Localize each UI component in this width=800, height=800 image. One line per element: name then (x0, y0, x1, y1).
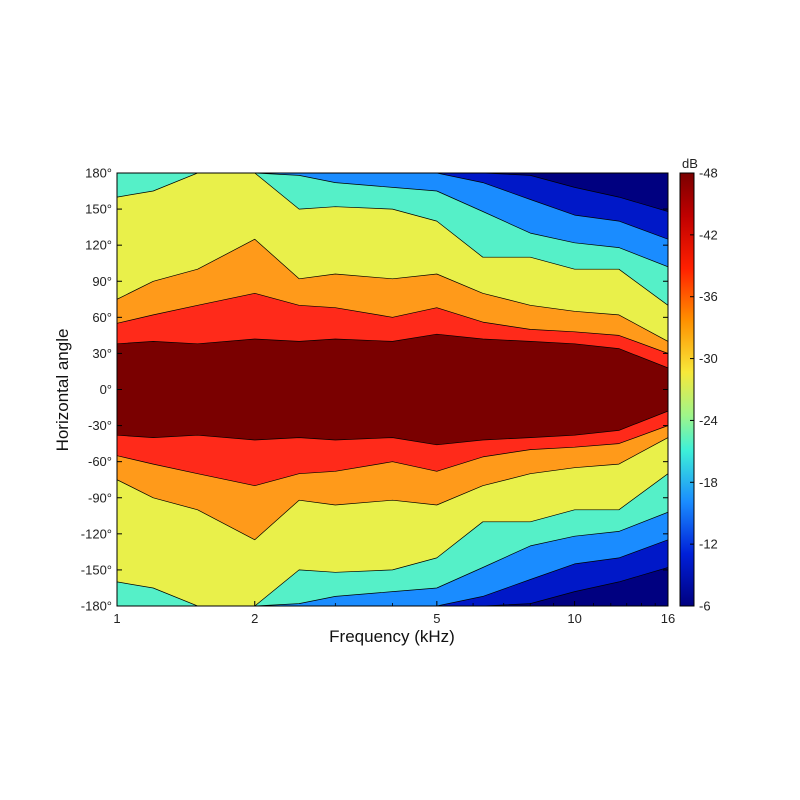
y-axis-ticks: 180° 150° 120° 90° 60° 30° 0° -30° -60° -90° -120°… (81, 166, 668, 614)
contour-band-minus-6db (117, 333, 668, 446)
y-tick-label: 150° (85, 202, 112, 217)
y-tick-label: 120° (85, 238, 112, 253)
colorbar-tick-label: -30 (699, 351, 718, 366)
colorbar-tick-label: -42 (699, 227, 718, 242)
y-tick-label: -150° (81, 562, 112, 577)
y-tick-label: -90° (88, 490, 112, 505)
colorbar-tick-label: -12 (699, 537, 718, 552)
y-tick-label: -60° (88, 454, 112, 469)
y-tick-label: 90° (92, 274, 112, 289)
colorbar-tick-label: -18 (699, 475, 718, 490)
x-tick-label: 5 (433, 611, 440, 626)
x-tick-label: 1 (113, 611, 120, 626)
y-tick-label: 180° (85, 166, 112, 181)
colorbar-tick-label: -36 (699, 289, 718, 304)
y-tick-label: -30° (88, 418, 112, 433)
x-tick-label: 2 (251, 611, 258, 626)
contour-bands (117, 173, 668, 606)
x-axis-label: Frequency (kHz) (329, 627, 455, 646)
y-axis-label: Horizontal angle (53, 329, 72, 452)
y-tick-label: 0° (100, 382, 112, 397)
x-tick-label: 16 (661, 611, 675, 626)
colorbar (679, 172, 695, 607)
y-tick-label: -120° (81, 526, 112, 541)
y-tick-label: -180° (81, 599, 112, 614)
x-tick-label: 10 (567, 611, 581, 626)
colorbar-ticks: -6 -12 -18 -24 -30 -36 -42 -48 (690, 166, 718, 614)
colorbar-tick-label: -48 (699, 166, 718, 181)
colorbar-unit-label: dB (682, 156, 698, 171)
colorbar-tick-label: -6 (699, 599, 711, 614)
y-tick-label: 60° (92, 310, 112, 325)
y-tick-label: 30° (92, 346, 112, 361)
colorbar-tick-label: -24 (699, 413, 718, 428)
x-axis-ticks: 1 2 5 10 16 (113, 601, 675, 626)
